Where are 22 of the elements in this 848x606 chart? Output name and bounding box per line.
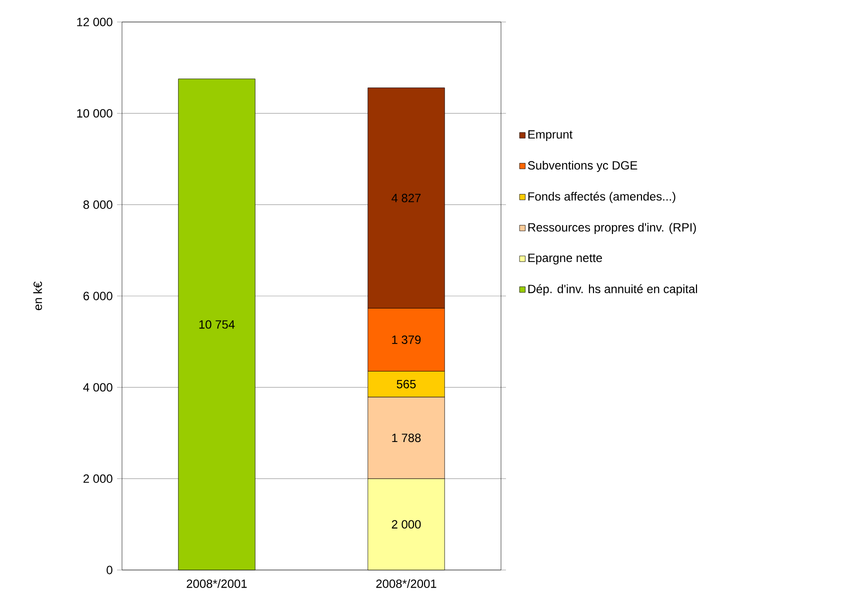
y-tick-label: 6 000 — [84, 292, 112, 300]
data-label: 2 000 — [392, 520, 421, 529]
legend-label: Emprunt — [528, 130, 572, 142]
legend-label: Ressources propres d'inv. (RPI) — [528, 222, 696, 234]
data-label: 565 — [396, 380, 416, 388]
legend-label: Epargne nette — [528, 254, 602, 264]
data-label: 1 379 — [392, 335, 421, 344]
data-label: 4 827 — [392, 194, 421, 202]
y-tick-label: 2 000 — [84, 474, 112, 483]
y-tick-label: 12 000 — [77, 18, 112, 26]
y-tick-label: 4 000 — [83, 383, 112, 392]
x-tick-label: 2008*/2001 — [186, 579, 247, 588]
y-tick-label: 10 000 — [77, 109, 112, 118]
x-tick-label: 2008*/2001 — [376, 579, 436, 588]
data-label: 1 788 — [392, 434, 421, 442]
data-label: 10 754 — [199, 320, 235, 329]
y-axis-title: en k€ — [33, 282, 42, 310]
y-tick-label: 0 — [106, 566, 112, 574]
legend-label: Fonds affectés (amendes...) — [528, 192, 676, 204]
legend-label: Dép. d'inv. hs annuité en capital — [528, 284, 698, 296]
legend-label: Subventions yc DGE — [528, 160, 638, 172]
y-tick-label: 8 000 — [83, 200, 112, 209]
